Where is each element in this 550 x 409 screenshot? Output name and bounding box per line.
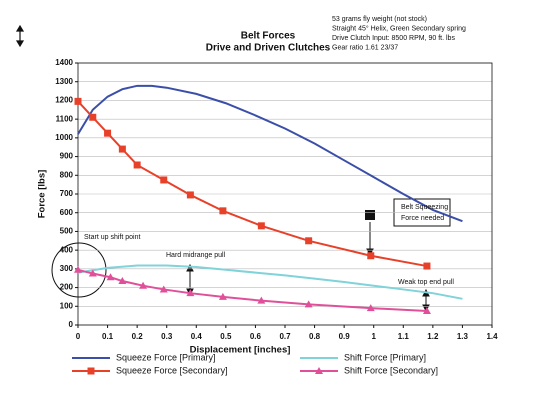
x-tick-label: 0.3 (161, 332, 173, 341)
x-tick-label: 1.4 (486, 332, 498, 341)
y-tick-label: 300 (60, 264, 74, 273)
data-point (423, 262, 431, 270)
data-point (118, 145, 126, 153)
y-tick-label: 1300 (55, 77, 73, 86)
data-point (104, 129, 112, 137)
x-tick-label: 1 (371, 332, 376, 341)
chart-subtitle: Drive and Driven Clutches (206, 43, 331, 54)
legend-label: Squeeze Force [Primary] (116, 352, 216, 362)
data-point (218, 292, 227, 300)
x-tick-label: 0.8 (309, 332, 321, 341)
data-point (88, 269, 97, 277)
y-axis-title: Force [lbs] (37, 170, 48, 219)
data-point (186, 191, 194, 199)
data-point (366, 304, 375, 312)
y-tick-label: 600 (60, 208, 74, 217)
legend-label: Shift Force [Secondary] (344, 365, 438, 375)
data-point (139, 281, 148, 289)
highlight-circle (51, 242, 107, 298)
annotation: Belt Squeezing (401, 204, 448, 211)
y-tick-label: 1400 (55, 58, 73, 67)
data-point (133, 161, 141, 169)
y-tick-label: 800 (60, 170, 74, 179)
x-tick-label: 0 (76, 332, 81, 341)
x-tick-label: 0.6 (250, 332, 262, 341)
x-tick-label: 0.9 (339, 332, 351, 341)
y-tick-label: 0 (69, 320, 74, 329)
annotation: Weak top end pull (398, 279, 454, 286)
y-tick-label: 1200 (55, 96, 73, 105)
data-point (422, 306, 431, 314)
x-axis-title: Displacement [inches] (190, 345, 291, 356)
legend-label: Shift Force [Primary] (344, 352, 426, 362)
y-tick-label: 1000 (55, 133, 73, 142)
y-tick-label: 400 (60, 245, 74, 254)
x-tick-label: 1.1 (398, 332, 410, 341)
note: 53 grams fly weight (not stock) (332, 16, 427, 23)
resize-icon (15, 24, 25, 48)
x-tick-label: 1.3 (457, 332, 469, 341)
series-line (77, 100, 428, 268)
data-point (186, 289, 195, 297)
series-line (77, 268, 427, 312)
note: Gear ratio 1.61 23/37 (332, 44, 398, 51)
annotation: Hard midrange pull (166, 252, 226, 259)
x-tick-label: 1.2 (427, 332, 439, 341)
series-line (77, 264, 463, 300)
annotation-marker (365, 210, 375, 220)
plot-border (77, 62, 493, 326)
x-tick-label: 0.2 (132, 332, 144, 341)
data-point (219, 207, 227, 215)
data-point (160, 176, 168, 184)
data-point (106, 273, 115, 281)
data-point (257, 222, 265, 230)
data-point (304, 300, 313, 308)
data-point (257, 296, 266, 304)
legend-marker (315, 367, 323, 374)
annotation: Start up shift point (84, 234, 140, 241)
note: Straight 45° Helix, Green Secondary spri… (332, 24, 466, 32)
x-tick-label: 0.5 (220, 332, 232, 341)
annotation: Force needed (401, 215, 444, 222)
y-tick-label: 900 (60, 152, 74, 161)
series-line (77, 84, 463, 223)
y-tick-label: 500 (60, 227, 74, 236)
y-tick-label: 100 (60, 301, 74, 310)
chart-title: Belt Forces (241, 31, 296, 42)
x-tick-label: 0.4 (191, 332, 203, 341)
legend-marker (87, 367, 95, 375)
data-point (74, 97, 82, 105)
x-tick-label: 0.1 (102, 332, 114, 341)
data-point (159, 285, 168, 293)
y-tick-label: 700 (60, 189, 74, 198)
data-point (89, 113, 97, 121)
legend-label: Squeeze Force [Secondary] (116, 365, 228, 375)
data-point (74, 265, 82, 273)
data-point (118, 277, 127, 285)
x-tick-label: 0.7 (279, 332, 291, 341)
y-tick-label: 1100 (56, 114, 74, 123)
data-point (367, 252, 375, 260)
data-point (305, 237, 313, 245)
note: Drive Clutch Input: 8500 RPM, 90 ft. lbs (332, 35, 455, 42)
y-tick-label: 200 (60, 283, 74, 292)
